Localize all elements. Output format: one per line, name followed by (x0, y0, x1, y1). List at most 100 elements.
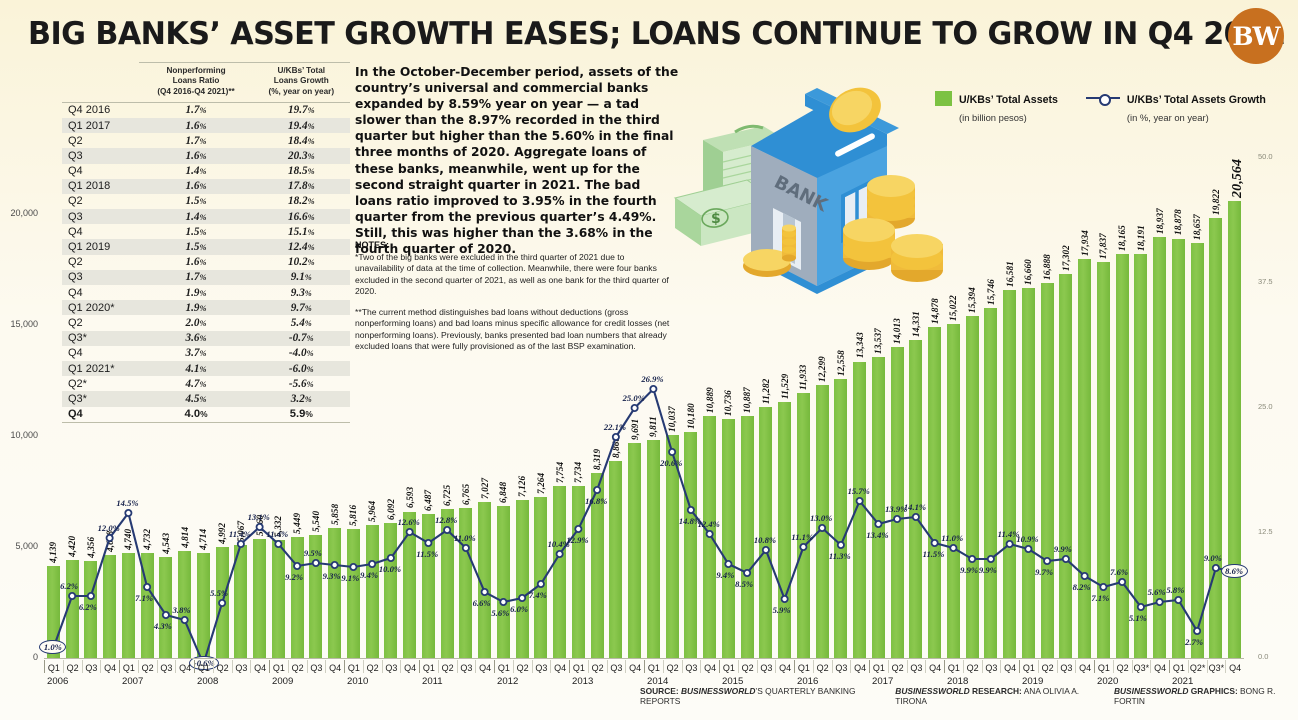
table-cell-period: Q2 (68, 316, 83, 329)
x-tick: Q4 (850, 660, 869, 673)
x-tick: Q3 (681, 660, 701, 673)
x-year-label: 2012 (497, 676, 519, 687)
x-year-label: 2013 (572, 676, 594, 687)
bar (290, 536, 304, 658)
bar (459, 507, 473, 658)
table-cell-growth: 15.1% (288, 225, 315, 238)
line-value-label: 10.8% (753, 535, 777, 545)
x-year-label: 2016 (797, 676, 819, 687)
x-tick: Q2 (962, 660, 982, 673)
bar-value-label: 4,992 (217, 522, 228, 545)
table-row: Q2 1.7% 18.4% (62, 133, 350, 148)
y-tick-left: 5,000 (15, 540, 38, 551)
table-cell-period: Q3 (68, 149, 83, 162)
x-year-label: 2018 (947, 676, 969, 687)
table-cell-growth: 19.4% (288, 119, 315, 132)
x-tick: Q2 (1037, 660, 1057, 673)
x-tick: Q4 (250, 660, 269, 673)
x-tick: Q4 (1000, 660, 1019, 673)
x-year-label: 2020 (1097, 676, 1119, 687)
x-tick: Q4 (700, 660, 719, 673)
x-tick: Q4 (925, 660, 944, 673)
bar-value-label: 18,878 (1173, 209, 1184, 236)
line-value-label: 13.1% (247, 512, 270, 522)
table-cell-growth: 20.3% (288, 149, 315, 162)
bar (553, 485, 567, 658)
table-cell-period: Q1 2020* (68, 301, 115, 314)
bar-value-label: 6,848 (498, 481, 509, 503)
bar (234, 545, 248, 658)
bar (440, 508, 454, 658)
table-cell-npl: 2.0% (185, 316, 207, 329)
x-tick: Q3 (831, 660, 851, 673)
bar (778, 401, 792, 658)
x-tick: Q3 (1056, 660, 1076, 673)
line-value-label: 22.1% (603, 422, 627, 432)
bar (928, 327, 942, 658)
bar (1228, 201, 1242, 658)
note-asterisk-two: **The current method distinguishes bad l… (355, 306, 670, 351)
table-cell-period: Q2 (68, 256, 83, 269)
bar-value-label: 4,356 (85, 537, 96, 559)
bar (1040, 282, 1054, 658)
bar-value-label: 10,180 (685, 402, 696, 429)
line-value-label: 4.3% (153, 621, 172, 631)
table-cell-period: Q2 (68, 195, 83, 208)
x-tick: Q4 (1225, 660, 1244, 673)
x-tick: Q2 (512, 660, 532, 673)
table-cell-period: Q4 (68, 286, 83, 299)
x-tick: Q1 (944, 660, 963, 673)
notes-title: NOTES: (355, 240, 390, 250)
x-tick: Q4 (100, 660, 119, 673)
table-cell-period: Q2 (68, 134, 83, 147)
bar-value-label: 7,027 (479, 477, 490, 499)
x-tick: Q1 (569, 660, 588, 673)
line-value-label: 1.0% (39, 640, 67, 655)
x-tick: Q1 (869, 660, 888, 673)
table-cell-growth: 18.5% (288, 165, 315, 178)
x-tick: Q2 (362, 660, 382, 673)
x-year-label: 2007 (122, 676, 144, 687)
table-header-growth: U/KBs’ Total Loans Growth (%, year on ye… (252, 62, 350, 103)
x-tick: Q3* (1131, 660, 1151, 673)
line-value-label: 5.6% (1147, 587, 1166, 597)
legend-bar-swatch-icon (935, 91, 952, 106)
table-cell-period: Q4 2016 (68, 104, 111, 117)
x-tick: Q3 (606, 660, 626, 673)
x-tick: Q1 (644, 660, 663, 673)
table-cell-growth: 18.4% (288, 134, 315, 147)
line-value-label: 8.6% (1220, 564, 1248, 579)
footer-research: BUSINESSWORLD RESEARCH: ANA OLIVIA A. TI… (895, 686, 1080, 706)
line-value-label: 12.0% (97, 523, 120, 533)
x-tick: Q4 (1150, 660, 1169, 673)
legend-label-assets: U/KBs’ Total Assets (959, 94, 1058, 106)
line-value-label: 9.3% (322, 571, 341, 581)
bar (740, 416, 754, 658)
line-value-label: 12.9% (566, 535, 589, 545)
bar-value-label: 10,037 (667, 406, 678, 432)
table-cell-growth: 19.7% (288, 104, 315, 117)
table-cell-npl: 1.7% (185, 271, 207, 284)
bar-value-label: 10,887 (742, 387, 753, 414)
bar-value-label: 4,814 (179, 526, 190, 549)
table-cell-npl: 1.6% (185, 119, 207, 132)
bar (1021, 287, 1035, 658)
line-value-label: 10.0% (378, 564, 402, 574)
x-tick: Q3 (756, 660, 776, 673)
x-tick: Q3 (981, 660, 1001, 673)
line-value-label: 6.2% (78, 602, 97, 612)
bar (403, 511, 417, 658)
bar-value-label: 18,657 (1192, 214, 1203, 241)
y-tick-left: 15,000 (10, 318, 38, 329)
line-value-label: 9.5% (303, 548, 322, 558)
line-value-label: 11.0% (453, 533, 476, 543)
table-cell-npl: 1.7% (185, 104, 207, 117)
y-tick-left: 20,000 (10, 207, 38, 218)
notes-block: NOTES: *Two of the big banks were exclud… (355, 240, 675, 361)
y-tick-right: 12.5 (1258, 527, 1273, 536)
x-tick: Q3 (156, 660, 176, 673)
page-title: BIG BANKS’ ASSET GROWTH EASES; LOANS CON… (28, 16, 1286, 52)
bar (103, 554, 117, 658)
bar (984, 308, 998, 658)
y-tick-right: 25.0 (1258, 402, 1273, 411)
